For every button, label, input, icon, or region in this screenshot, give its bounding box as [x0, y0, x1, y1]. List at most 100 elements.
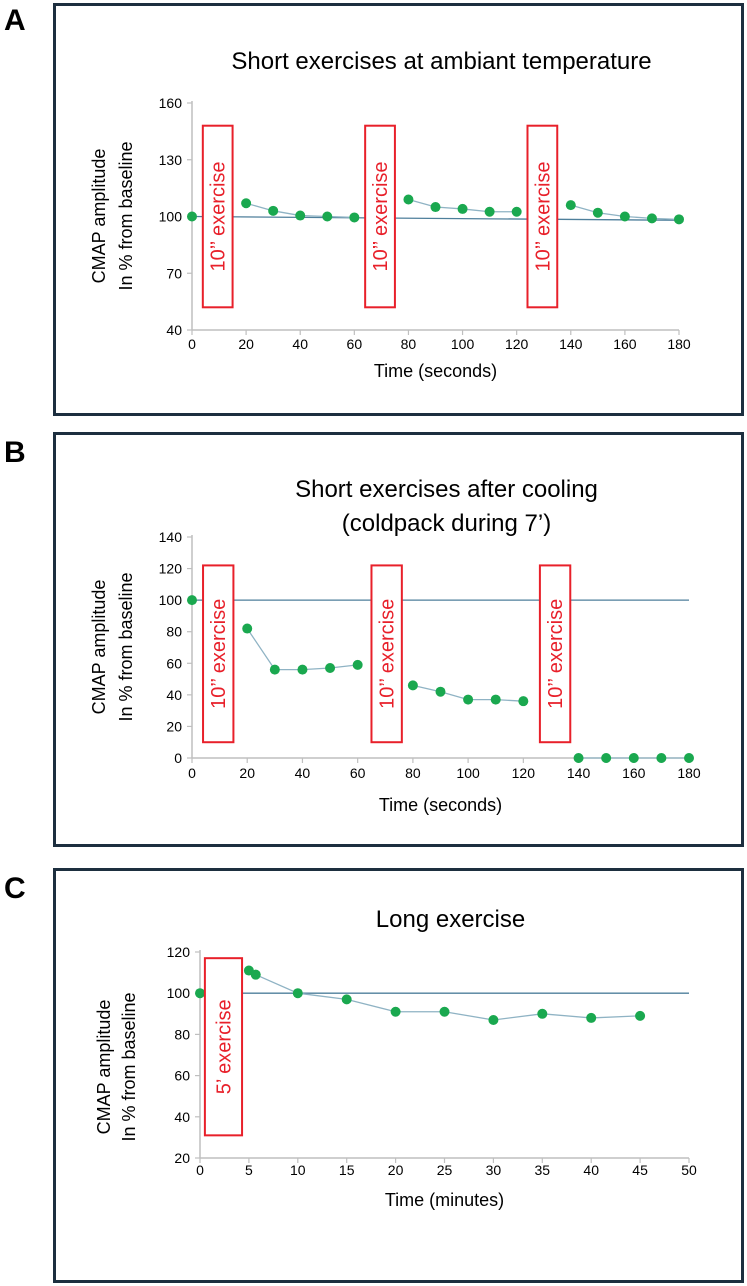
data-point	[573, 753, 584, 763]
y-tick-label: 40	[166, 687, 182, 703]
exercise-label: 5’ exercise	[213, 999, 235, 1094]
data-point	[430, 202, 441, 213]
x-tick-label: 100	[451, 336, 475, 352]
x-tick-label: 0	[196, 1162, 204, 1178]
data-point	[619, 211, 630, 222]
data-point	[269, 664, 280, 675]
data-point	[635, 1010, 646, 1021]
x-tick-label: 0	[188, 765, 196, 781]
series-line	[248, 969, 641, 1021]
chart-panel-c: Long exercise 20 40 60 80 100 120 0 5 10 15 20 25 30 3…	[53, 868, 744, 1283]
y-tick-label: 60	[174, 1068, 190, 1084]
x-tick-label: 180	[667, 336, 691, 352]
exercise-label: 10’’ exercise	[545, 599, 567, 709]
data-point	[407, 680, 418, 691]
data-point	[325, 663, 336, 674]
data-point	[586, 1012, 597, 1023]
chart-title: Short exercises at ambiant temperature	[231, 48, 651, 75]
x-tick-label: 30	[486, 1162, 502, 1178]
x-tick-label: 20	[238, 336, 254, 352]
exercise-box	[203, 957, 244, 1137]
chart-c-svg: Long exercise 20 40 60 80 100 120 0 5 10 15 20 25 30 3…	[94, 906, 697, 1210]
x-tick-label: 40	[292, 336, 308, 352]
x-tick-label: 0	[188, 336, 196, 352]
data-point	[242, 623, 253, 634]
exercise-label: 10’’ exercise	[370, 161, 392, 271]
chart-panel-a: Short exercises at ambiant temperature 40…	[53, 3, 744, 416]
x-tick-label: 180	[677, 765, 701, 781]
data-point	[292, 988, 303, 999]
data-point	[241, 198, 252, 209]
panel-label-c: C	[4, 872, 26, 905]
x-tick-label: 50	[681, 1162, 697, 1178]
exercise-label: 10’’ exercise	[532, 161, 554, 271]
y-tick-label: 130	[159, 152, 183, 168]
y-tick-label: 40	[166, 322, 182, 338]
x-tick-label: 60	[347, 336, 363, 352]
x-tick-label: 35	[535, 1162, 551, 1178]
series-line	[246, 628, 358, 671]
chart-title: Long exercise	[376, 906, 525, 933]
x-tick-label: 140	[567, 765, 591, 781]
exercise-label: 10’’ exercise	[377, 599, 399, 709]
y-axis-label-line1: CMAP amplitude	[89, 580, 109, 715]
data-point	[295, 210, 306, 221]
data-point	[511, 206, 522, 217]
exercise-box	[202, 564, 235, 744]
chart-subtitle: (coldpack during 7’)	[342, 510, 551, 537]
x-tick-label: 80	[401, 336, 417, 352]
data-point	[435, 686, 446, 697]
data-point	[187, 595, 197, 606]
panel-label-a: A	[4, 4, 26, 37]
data-point	[674, 214, 684, 225]
data-point	[488, 1014, 499, 1025]
data-point	[341, 994, 352, 1005]
x-tick-label: 15	[339, 1162, 355, 1178]
y-axis-label-line1: CMAP amplitude	[89, 149, 109, 284]
data-point	[684, 753, 694, 763]
x-tick-label: 45	[632, 1162, 648, 1178]
y-tick-label: 40	[174, 1109, 190, 1125]
x-tick-label: 80	[405, 765, 421, 781]
chart-a-svg: Short exercises at ambiant temperature 40…	[89, 48, 691, 381]
data-point	[601, 753, 612, 763]
y-tick-label: 80	[166, 624, 182, 640]
data-point	[390, 1006, 401, 1017]
exercise-label: 10’’ exercise	[208, 599, 230, 709]
y-tick-label: 80	[174, 1026, 190, 1042]
x-axis-label: Time (seconds)	[374, 361, 497, 381]
data-point	[656, 753, 667, 763]
x-axis-label: Time (minutes)	[385, 1190, 504, 1210]
y-tick-label: 0	[174, 750, 182, 766]
data-point	[484, 206, 495, 217]
x-tick-label: 120	[505, 336, 529, 352]
y-tick-label: 70	[166, 265, 182, 281]
panel-label-b: B	[4, 436, 26, 469]
y-tick-label: 20	[174, 1150, 190, 1166]
data-point	[628, 753, 639, 763]
data-point	[187, 211, 197, 222]
x-tick-label: 10	[290, 1162, 306, 1178]
chart-panel-b: Short exercises after cooling (coldpack d…	[53, 432, 744, 847]
data-point	[250, 969, 261, 980]
x-axis-label: Time (seconds)	[379, 795, 502, 815]
exercise-box	[526, 124, 559, 309]
x-tick-label: 20	[388, 1162, 404, 1178]
data-point	[349, 212, 360, 223]
x-tick-label: 20	[239, 765, 255, 781]
y-axis-label-line2: In % from baseline	[116, 572, 136, 721]
data-point	[457, 203, 468, 214]
x-tick-label: 160	[622, 765, 646, 781]
x-tick-label: 5	[245, 1162, 253, 1178]
exercise-label: 10’’ exercise	[208, 161, 230, 271]
data-point	[403, 194, 414, 205]
x-tick-label: 140	[559, 336, 583, 352]
chart-b-svg: Short exercises after cooling (coldpack d…	[89, 476, 701, 815]
y-tick-label: 140	[159, 529, 183, 545]
y-tick-label: 120	[159, 561, 183, 577]
exercise-box	[370, 564, 403, 744]
exercise-box	[538, 564, 572, 744]
y-tick-label: 100	[167, 985, 191, 1001]
x-tick-label: 100	[456, 765, 480, 781]
y-axis-label-line1: CMAP amplitude	[94, 1000, 114, 1135]
